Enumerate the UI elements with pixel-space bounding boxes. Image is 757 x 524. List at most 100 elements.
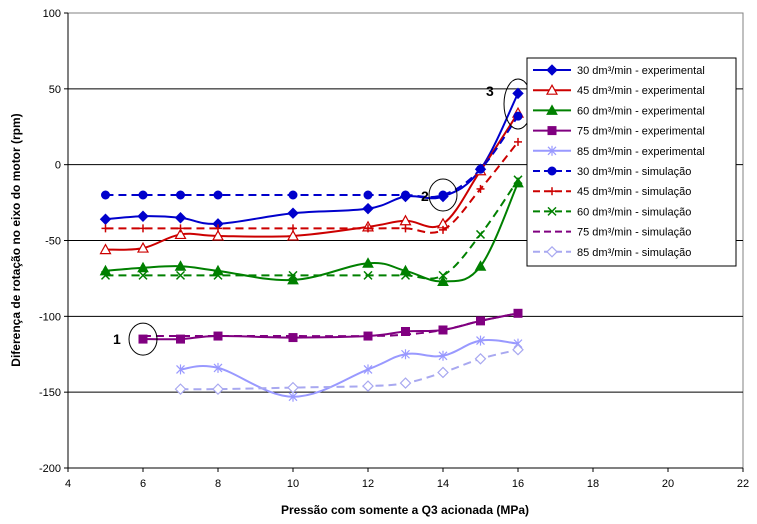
series-10 bbox=[174, 343, 524, 395]
data-point bbox=[100, 270, 111, 280]
legend-label: 85 dm³/min - simulação bbox=[577, 247, 691, 259]
legend-label: 45 dm³/min - simulação bbox=[577, 186, 691, 198]
data-point bbox=[174, 228, 187, 240]
data-point bbox=[212, 383, 224, 395]
data-point bbox=[401, 190, 410, 200]
data-point bbox=[99, 243, 112, 255]
data-point bbox=[176, 190, 185, 200]
data-point bbox=[214, 224, 222, 233]
data-point bbox=[287, 273, 299, 285]
legend-item: 30 dm³/min - simulação bbox=[533, 166, 691, 178]
marker-stroke bbox=[213, 270, 223, 280]
data-point bbox=[287, 381, 299, 394]
callout-circle bbox=[128, 322, 158, 356]
marker-stroke bbox=[513, 175, 523, 185]
legend-item: 60 dm³/min - experimental bbox=[533, 104, 705, 117]
marker-stroke bbox=[363, 270, 373, 280]
y-tick-label: 50 bbox=[49, 84, 61, 96]
legend-label: 30 dm³/min - experimental bbox=[577, 65, 705, 77]
data-point bbox=[474, 352, 487, 365]
data-point bbox=[174, 212, 187, 224]
legend-item: 45 dm³/min - simulação bbox=[533, 186, 691, 198]
data-point bbox=[213, 270, 223, 280]
y-tick-label: -200 bbox=[39, 463, 61, 475]
data-point bbox=[288, 333, 298, 343]
series-line bbox=[105, 115, 519, 199]
data-point bbox=[174, 260, 187, 271]
legend-item: 30 dm³/min - experimental bbox=[533, 64, 705, 77]
x-tick-label: 12 bbox=[362, 478, 374, 490]
series-line bbox=[105, 141, 519, 234]
data-point bbox=[137, 210, 149, 222]
data-point bbox=[288, 190, 298, 200]
data-point bbox=[139, 224, 147, 233]
legend-item: 85 dm³/min - experimental bbox=[533, 145, 705, 158]
data-point bbox=[136, 241, 150, 253]
data-point bbox=[213, 190, 223, 200]
data-point bbox=[289, 224, 297, 233]
legend-swatch-marker bbox=[547, 206, 557, 216]
data-point bbox=[176, 334, 185, 344]
callout-label: 2 bbox=[421, 188, 429, 204]
series-9 bbox=[143, 312, 519, 338]
data-point bbox=[476, 164, 485, 174]
series-layer bbox=[99, 87, 525, 402]
data-point bbox=[101, 224, 110, 233]
legend-item: 45 dm³/min - experimental bbox=[533, 83, 705, 97]
legend-swatch-marker bbox=[546, 64, 558, 76]
data-point bbox=[512, 343, 524, 356]
data-point bbox=[213, 362, 223, 373]
data-point bbox=[99, 213, 112, 225]
series-1 bbox=[99, 87, 524, 230]
marker-stroke bbox=[175, 270, 186, 280]
data-point bbox=[137, 261, 149, 273]
y-tick-label: 0 bbox=[55, 160, 61, 172]
data-point bbox=[399, 377, 412, 389]
data-point bbox=[288, 270, 298, 280]
series-line bbox=[105, 112, 519, 251]
legend-swatch-marker bbox=[547, 126, 557, 136]
data-point bbox=[174, 383, 187, 395]
legend-swatch-marker bbox=[547, 145, 557, 156]
data-point bbox=[512, 87, 524, 100]
data-point bbox=[363, 364, 373, 375]
legend-swatch-marker bbox=[546, 245, 558, 258]
series-7 bbox=[101, 137, 522, 234]
data-point bbox=[475, 229, 486, 239]
x-axis-title: Pressão com somente a Q3 acionada (MPa) bbox=[281, 503, 529, 517]
series-6 bbox=[101, 111, 523, 200]
marker-stroke bbox=[400, 270, 411, 280]
data-point bbox=[176, 364, 185, 375]
y-tick-label: 100 bbox=[43, 8, 61, 20]
x-tick-label: 18 bbox=[587, 478, 599, 490]
marker-stroke bbox=[288, 270, 298, 280]
series-line bbox=[180, 339, 519, 398]
callout-label: 1 bbox=[113, 331, 121, 347]
data-point bbox=[437, 275, 449, 286]
data-point bbox=[476, 335, 485, 346]
legend-label: 75 dm³/min - simulação bbox=[577, 227, 691, 239]
data-point bbox=[138, 270, 148, 280]
series-line bbox=[143, 312, 519, 338]
series-line bbox=[180, 348, 519, 391]
y-axis-ticks: -200 -150 -100 -50 0 50 100 bbox=[39, 8, 68, 475]
callout-1: 1 bbox=[113, 322, 158, 356]
series-line bbox=[105, 92, 519, 225]
x-tick-label: 10 bbox=[287, 478, 299, 490]
data-point bbox=[138, 190, 148, 200]
legend-item: 60 dm³/min - simulação bbox=[533, 206, 691, 218]
marker-stroke bbox=[475, 229, 486, 239]
legend-swatch-marker bbox=[548, 187, 556, 196]
data-point bbox=[401, 224, 410, 233]
series-3 bbox=[99, 176, 524, 286]
legend-swatch-marker bbox=[547, 166, 557, 176]
y-tick-label: -50 bbox=[45, 236, 61, 248]
x-axis-ticks: 4 6 8 10 12 14 16 18 20 22 bbox=[65, 468, 749, 490]
legend-swatch-marker bbox=[545, 83, 559, 95]
callout-label: 3 bbox=[486, 83, 494, 99]
data-point bbox=[438, 350, 448, 361]
x-tick-label: 6 bbox=[140, 478, 146, 490]
legend-swatch-marker bbox=[546, 104, 558, 115]
marker-stroke bbox=[138, 270, 148, 280]
